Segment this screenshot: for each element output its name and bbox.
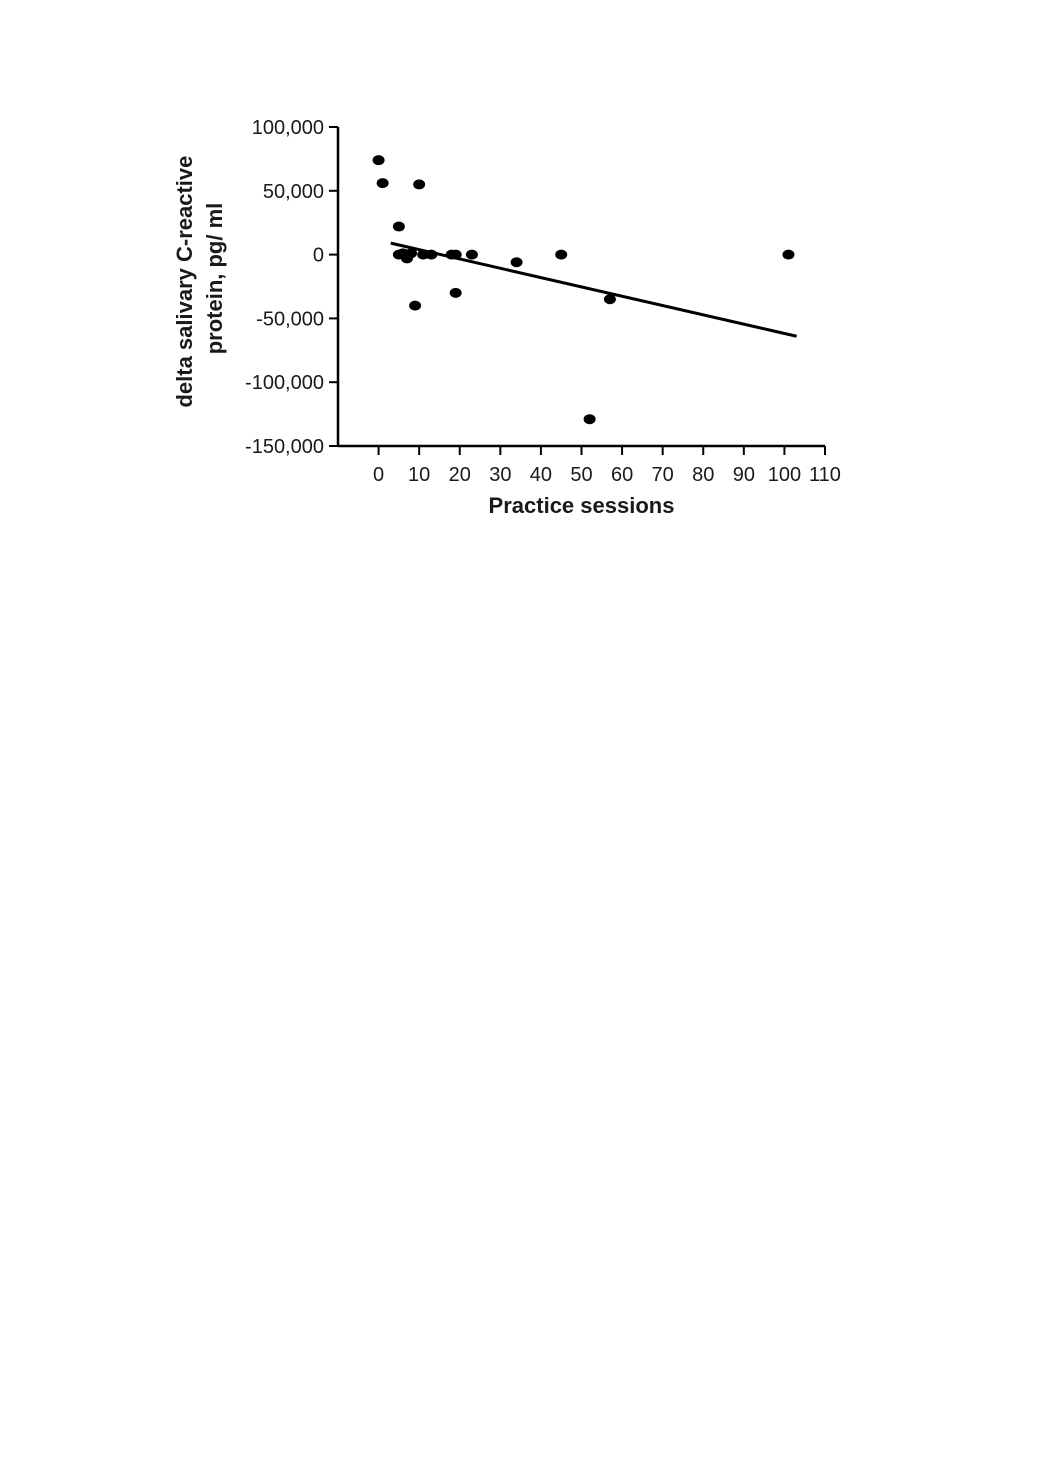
data-point (449, 287, 462, 298)
trend-line (390, 241, 797, 338)
x-tick-label: 80 (692, 464, 714, 486)
x-tick-label: 90 (733, 464, 755, 486)
data-point (555, 249, 568, 260)
x-axis-title: Practice sessions (489, 493, 675, 518)
y-tick-label: 0 (313, 245, 324, 267)
data-point (409, 300, 422, 311)
x-tick-label: 40 (530, 464, 552, 486)
y-tick-label: -100,000 (245, 372, 324, 394)
y-tick-label: -50,000 (256, 308, 324, 330)
x-tick-label: 20 (449, 464, 471, 486)
data-point (376, 178, 389, 189)
data-point (583, 414, 596, 425)
data-point (392, 221, 405, 232)
x-tick-label: 10 (408, 464, 430, 486)
x-tick-label: 100 (768, 464, 801, 486)
y-axis-title: delta salivary C-reactive protein, pg/ m… (172, 149, 227, 407)
y-tick-label: 100,000 (252, 117, 324, 139)
x-tick-label: 60 (611, 464, 633, 486)
data-point (372, 155, 385, 166)
data-point (782, 249, 795, 260)
x-tick-label: 70 (652, 464, 674, 486)
x-tick-label: 50 (570, 464, 592, 486)
data-point (405, 248, 418, 259)
y-tick-label: -150,000 (245, 436, 324, 458)
x-tick-label: 110 (809, 464, 841, 486)
y-axis-title-line-2: protein, pg/ ml (202, 203, 227, 355)
data-point (603, 294, 616, 305)
data-point (465, 249, 478, 260)
data-point (413, 179, 426, 190)
data-points (372, 155, 795, 425)
y-axis-title-line-1: delta salivary C-reactive (172, 156, 197, 408)
x-tick-label: 30 (489, 464, 511, 486)
data-point (510, 257, 523, 268)
y-tick-label: 50,000 (263, 181, 324, 203)
x-axis-ticks: 0 10 20 30 40 50 60 70 80 90 100 110 (373, 446, 841, 486)
x-tick-label: 0 (373, 464, 384, 486)
y-axis-ticks: 100,000 50,000 0 -50,000 -100,000 -150,000 (245, 117, 338, 458)
